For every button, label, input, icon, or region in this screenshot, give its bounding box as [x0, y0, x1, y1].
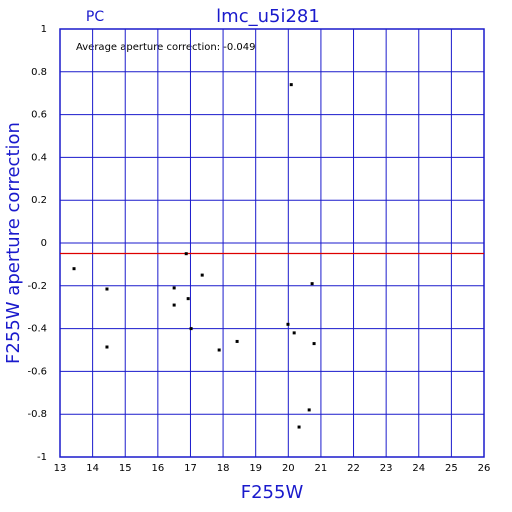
point: [72, 267, 76, 271]
x-tick-label: 18: [217, 463, 230, 474]
point: [307, 408, 311, 412]
x-tick-label: 20: [282, 463, 295, 474]
y-tick-label: -0.4: [27, 324, 47, 335]
y-tick-label: 0: [41, 238, 47, 249]
y-tick-label: -0.2: [27, 281, 47, 292]
point: [172, 286, 176, 290]
y-tick-label: 1: [41, 24, 47, 35]
point: [289, 83, 293, 87]
point: [105, 287, 109, 291]
x-tick-label: 15: [119, 463, 132, 474]
plot-frame: [59, 28, 485, 458]
point: [172, 303, 176, 307]
x-tick-label: 23: [380, 463, 393, 474]
x-tick-label: 24: [412, 463, 425, 474]
y-tick-label: 0.4: [31, 152, 47, 163]
point: [235, 339, 239, 343]
point: [286, 322, 290, 326]
point: [310, 282, 314, 286]
annotation: Average aperture correction: -0.049: [76, 42, 256, 53]
x-tick-label: 17: [184, 463, 197, 474]
x-tick-label: 19: [249, 463, 262, 474]
y-tick-label: 0.2: [31, 195, 47, 206]
y-axis-label: F255W aperture correction: [3, 122, 24, 364]
y-tick-label: -0.6: [27, 366, 47, 377]
x-tick-label: 26: [478, 463, 491, 474]
x-tick-label: 14: [86, 463, 99, 474]
x-axis-label: F255W: [241, 482, 304, 503]
point: [186, 297, 190, 301]
y-tick-label: 0.6: [31, 110, 47, 121]
y-tick-label: -1: [37, 452, 47, 463]
point: [297, 425, 301, 429]
point: [292, 331, 296, 335]
x-tick-label: 25: [445, 463, 458, 474]
point: [312, 342, 316, 346]
x-tick-label: 22: [347, 463, 360, 474]
point: [184, 252, 188, 256]
point: [189, 327, 193, 331]
x-tick-label: 21: [315, 463, 328, 474]
y-tick-label: -0.8: [27, 409, 47, 420]
point: [217, 348, 221, 352]
x-tick-label: 16: [151, 463, 164, 474]
chart-title: lmc_u5i281: [216, 6, 320, 27]
y-tick-label: 0.8: [31, 67, 47, 78]
x-tick-label: 13: [54, 463, 67, 474]
point: [200, 273, 204, 277]
point: [105, 345, 109, 349]
subtitle: PC: [86, 9, 104, 25]
